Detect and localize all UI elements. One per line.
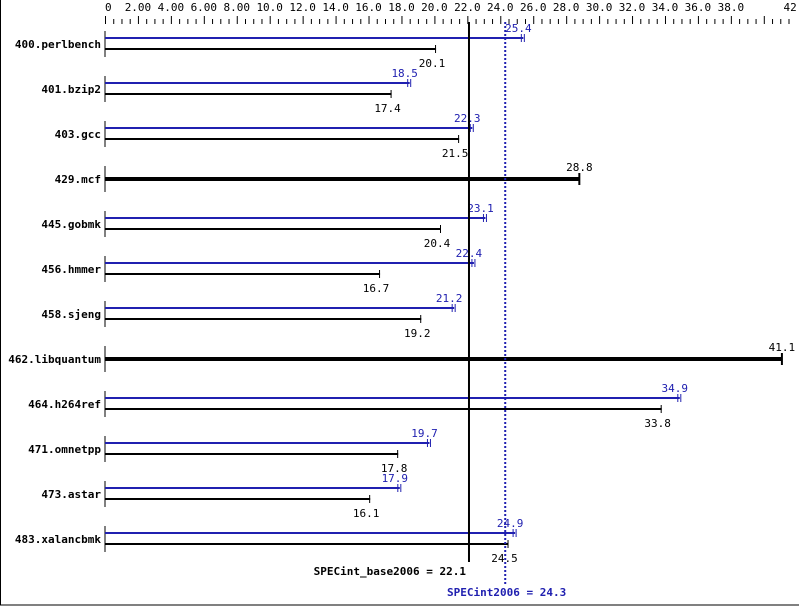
base-reference-label: SPECint_base2006 = 22.1 — [314, 565, 467, 578]
bar-base — [105, 318, 422, 320]
bar-base — [105, 498, 371, 500]
category-label: 429.mcf — [55, 173, 101, 186]
value-label-base: 16.1 — [353, 507, 380, 520]
x-tick-label: 2.00 — [125, 1, 152, 14]
value-label-base: 28.8 — [566, 161, 593, 174]
value-label-base: 20.4 — [424, 237, 451, 250]
value-label-base: 16.7 — [363, 282, 390, 295]
x-tick-label: 22.0 — [454, 1, 481, 14]
category-label: 483.xalancbmk — [15, 533, 101, 546]
category-label: 400.perlbench — [15, 38, 101, 51]
value-label-base: 21.5 — [442, 147, 469, 160]
x-tick-label: 14.0 — [322, 1, 349, 14]
x-tick-label: 26.0 — [520, 1, 547, 14]
value-label-peak: 24.9 — [497, 517, 524, 530]
value-label-base: 19.2 — [404, 327, 431, 340]
value-label-peak: 22.3 — [454, 112, 481, 125]
bar-peak — [105, 397, 680, 399]
x-axis: 0 2.00 4.00 6.00 8.00 10.0 12.0 14.0 16.0 18.0 20.… — [105, 1, 799, 24]
x-tick-label: 24.0 — [487, 1, 514, 14]
x-tick-label: 42.0 — [783, 1, 799, 14]
bar-base — [105, 408, 662, 410]
value-label-base: 20.1 — [419, 57, 446, 70]
value-label-base: 33.8 — [644, 417, 671, 430]
bar-peak — [105, 82, 410, 84]
bar-peak — [105, 217, 486, 219]
x-tick-label: 34.0 — [652, 1, 679, 14]
category-label: 473.astar — [41, 488, 101, 501]
bar-base — [105, 228, 441, 230]
category-label: 471.omnetpp — [28, 443, 101, 456]
value-label-base: 17.4 — [374, 102, 401, 115]
bar-peak — [105, 442, 430, 444]
x-tick-label: 12.0 — [289, 1, 316, 14]
x-tick-label: 4.00 — [158, 1, 185, 14]
x-tick-label: 38.0 — [718, 1, 745, 14]
value-label-peak: 17.9 — [382, 472, 409, 485]
bar-base — [105, 453, 399, 455]
bar-peak — [105, 307, 455, 309]
bar-base — [105, 357, 782, 361]
value-label-peak: 21.2 — [436, 292, 463, 305]
x-tick-label: 6.00 — [191, 1, 218, 14]
x-tick-label: 18.0 — [388, 1, 415, 14]
x-tick-label: 28.0 — [553, 1, 580, 14]
x-tick-label: 36.0 — [685, 1, 712, 14]
bar-base — [105, 48, 437, 50]
bar-peak — [105, 487, 400, 489]
bar-peak — [105, 37, 524, 39]
value-label-base: 17.8 — [381, 462, 408, 475]
peak-reference-label: SPECint2006 = 24.3 — [447, 586, 566, 599]
bar-peak — [105, 532, 516, 534]
value-label-peak: 18.5 — [391, 67, 418, 80]
bar-peak — [105, 262, 474, 264]
bar-base — [105, 273, 381, 275]
x-tick-label: 20.0 — [421, 1, 448, 14]
bar-base — [105, 93, 392, 95]
value-label-peak: 23.1 — [467, 202, 494, 215]
bar-peak — [105, 127, 473, 129]
category-label: 445.gobmk — [41, 218, 101, 231]
category-label: 464.h264ref — [28, 398, 101, 411]
x-tick-label: 8.00 — [224, 1, 251, 14]
x-tick-label: 32.0 — [619, 1, 646, 14]
category-label: 456.hmmer — [41, 263, 101, 276]
bar-base — [105, 138, 460, 140]
bars: 400.perlbench 25.4 20.1 401.bzip2 18.5 17.4 40… — [8, 22, 795, 565]
value-label-peak: 34.9 — [662, 382, 689, 395]
category-label: 401.bzip2 — [41, 83, 101, 96]
reference-lines: SPECint_base2006 = 22.1 SPECint2006 = 24.… — [314, 22, 566, 599]
category-label: 458.sjeng — [41, 308, 101, 321]
x-tick-label: 16.0 — [355, 1, 382, 14]
bar-base — [105, 177, 580, 181]
bar-base — [105, 543, 509, 545]
x-tick-label: 10.0 — [256, 1, 283, 14]
x-tick-label: 30.0 — [586, 1, 613, 14]
value-label-peak: 25.4 — [505, 22, 532, 35]
category-label: 462.libquantum — [8, 353, 101, 366]
x-tick-label: 0 — [105, 1, 112, 14]
category-label: 403.gcc — [55, 128, 101, 141]
value-label-base: 41.1 — [769, 341, 796, 354]
value-label-peak: 19.7 — [411, 427, 438, 440]
